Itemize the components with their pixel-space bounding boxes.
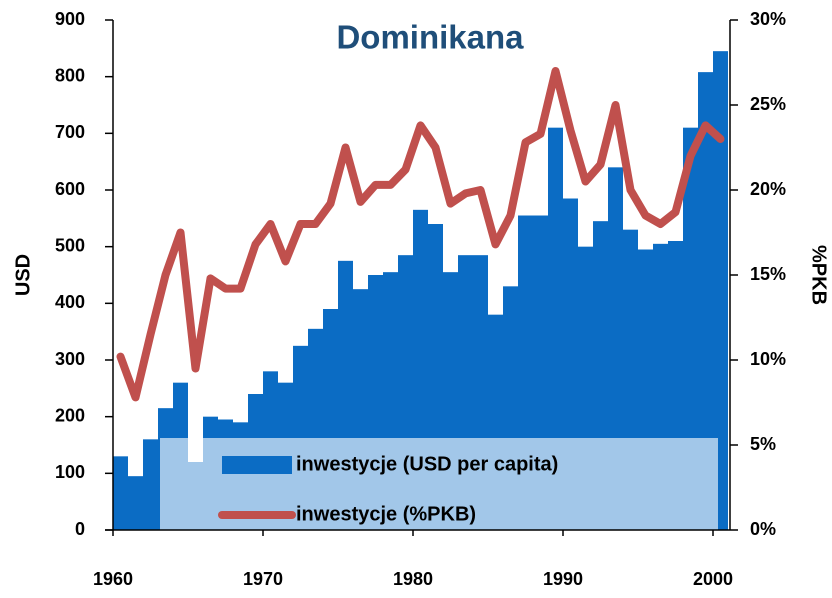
y-tick-label: 500 [55, 235, 85, 255]
x-tick-label: 2000 [693, 569, 733, 589]
line [116, 67, 725, 402]
legend-swatch [222, 456, 292, 474]
y2-tick-label: 0% [750, 519, 776, 539]
y-tick-label: 300 [55, 349, 85, 369]
bar [713, 51, 728, 531]
y2-tick-label: 5% [750, 434, 776, 454]
bar [548, 127, 563, 531]
bar [113, 456, 128, 530]
legend-label: inwestycje (USD per capita) [296, 453, 558, 475]
y-tick-label: 400 [55, 292, 85, 312]
y2-tick-label: 15% [750, 264, 786, 284]
chart-title: Dominikana [336, 19, 524, 56]
x-tick-label: 1990 [543, 569, 583, 589]
y-tick-label: 600 [55, 179, 85, 199]
y-tick-label: 0 [75, 519, 85, 539]
y-tick-label: 800 [55, 65, 85, 85]
bar [698, 72, 713, 530]
y-axis-label: USD [12, 254, 34, 296]
bar [128, 476, 143, 530]
y-tick-label: 700 [55, 122, 85, 142]
x-tick-label: 1980 [393, 569, 433, 589]
y-tick-label: 100 [55, 462, 85, 482]
y2-tick-label: 25% [750, 94, 786, 114]
bar [143, 439, 158, 530]
x-tick-label: 1960 [93, 569, 133, 589]
bar [683, 127, 698, 531]
y-tick-label: 900 [55, 9, 85, 29]
y2-tick-label: 20% [750, 179, 786, 199]
legend-label: inwestycje (%PKB) [296, 503, 476, 525]
y2-axis-label: %PKB [808, 245, 830, 305]
x-tick-label: 1970 [243, 569, 283, 589]
y2-tick-label: 10% [750, 349, 786, 369]
y-tick-label: 200 [55, 405, 85, 425]
y2-tick-label: 30% [750, 9, 786, 29]
